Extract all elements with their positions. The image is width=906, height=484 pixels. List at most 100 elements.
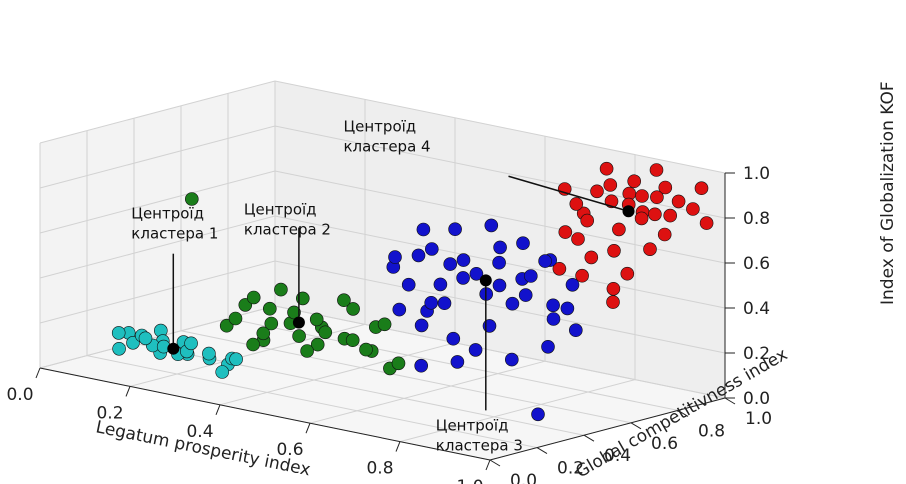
data-point — [256, 326, 271, 341]
data-point — [424, 295, 439, 310]
x-tick-label: 0.4 — [186, 422, 213, 442]
centroid-label: Центроїд — [244, 201, 317, 219]
data-point — [468, 343, 483, 357]
data-point — [493, 240, 507, 255]
data-point — [606, 281, 621, 296]
centroid-point — [292, 316, 305, 329]
data-point — [416, 222, 431, 237]
x-tick-mark — [485, 459, 491, 471]
data-point — [111, 326, 126, 340]
y-tick-mark — [489, 459, 501, 467]
data-point — [318, 325, 333, 340]
data-point — [469, 266, 484, 281]
grid-line — [309, 360, 546, 424]
centroid-point — [167, 342, 180, 355]
y-axis-line — [489, 397, 726, 461]
data-point — [377, 317, 392, 332]
axis-lines — [39, 173, 726, 461]
data-point — [603, 178, 618, 192]
data-point — [531, 407, 545, 422]
x-tick-label: 0.6 — [276, 440, 303, 460]
y-tick-label: 0.6 — [651, 434, 678, 454]
data-point — [599, 161, 614, 176]
data-point — [580, 213, 595, 228]
grid-line — [39, 125, 276, 189]
floor-pane — [40, 306, 725, 460]
y-tick-label: 1.0 — [745, 409, 772, 429]
z-axis-label: Index of Globalization KOF — [878, 81, 898, 305]
data-point — [565, 277, 580, 292]
data-point — [264, 316, 279, 331]
z-tick-label: 1.0 — [743, 164, 770, 184]
data-point — [569, 197, 584, 211]
data-point — [443, 257, 458, 271]
x-tick-label: 0.2 — [96, 403, 123, 423]
centroid-leader-line — [508, 175, 629, 212]
data-point — [262, 301, 277, 316]
grid-line — [86, 355, 538, 449]
x-tick-mark — [395, 441, 401, 452]
data-point — [523, 269, 538, 283]
data-point — [492, 255, 506, 270]
centroid-label: кластера 1 — [131, 225, 218, 243]
data-point — [612, 222, 626, 237]
z-tick-label: 0.6 — [743, 254, 770, 274]
x-axis-line — [39, 367, 491, 461]
centroid-label: кластера 2 — [244, 221, 331, 239]
centroid-label: кластера 3 — [436, 436, 523, 454]
data-point — [215, 365, 229, 379]
x-tick-mark — [35, 367, 41, 379]
data-point — [504, 352, 519, 367]
data-point — [649, 163, 664, 177]
data-point — [112, 341, 126, 356]
data-point — [388, 250, 402, 264]
x-tick-label: 0.0 — [6, 385, 33, 405]
data-point — [568, 323, 583, 338]
data-point — [228, 311, 243, 326]
data-point — [552, 261, 567, 276]
data-point — [505, 296, 520, 311]
data-point — [648, 207, 662, 222]
data-point — [185, 192, 199, 206]
data-point — [699, 216, 714, 230]
data-point — [516, 236, 530, 250]
data-point — [657, 227, 672, 242]
data-point — [663, 208, 678, 223]
data-point — [627, 174, 642, 188]
data-point — [456, 253, 471, 267]
x-tick-label: 1.0 — [456, 477, 483, 484]
y-tick-mark — [630, 422, 642, 430]
data-point — [546, 312, 561, 326]
centroid-point — [479, 274, 492, 287]
data-point — [484, 218, 499, 233]
grid-line — [39, 215, 276, 279]
grid-line — [219, 342, 456, 406]
data-point — [560, 301, 575, 316]
data-point — [450, 355, 465, 369]
centroid-point — [622, 205, 635, 218]
data-point — [575, 268, 589, 283]
z-tick-label: 0.8 — [743, 209, 770, 229]
grid-line — [274, 80, 726, 174]
data-point — [492, 278, 507, 293]
data-point — [558, 225, 573, 239]
data-point — [686, 202, 700, 216]
data-point — [607, 244, 621, 258]
data-point — [620, 266, 635, 281]
x-tick-mark — [125, 386, 131, 397]
z-tick-label: 0.2 — [743, 344, 770, 364]
centroid-label: Центроїд — [344, 117, 417, 135]
grid-line — [274, 125, 726, 219]
centroid-annotations: Центроїд кластера 1 Центроїд кластера 2 Цент… — [131, 117, 635, 454]
y-tick-label: 0.4 — [604, 446, 631, 466]
data-point — [202, 346, 216, 361]
data-point — [219, 318, 234, 333]
data-point — [448, 222, 462, 236]
data-point — [456, 271, 470, 285]
data-point — [414, 318, 429, 333]
x-tick-mark — [215, 404, 221, 415]
data-point — [634, 211, 649, 226]
data-point — [309, 312, 324, 327]
data-point — [424, 242, 439, 256]
data-point — [694, 181, 709, 195]
